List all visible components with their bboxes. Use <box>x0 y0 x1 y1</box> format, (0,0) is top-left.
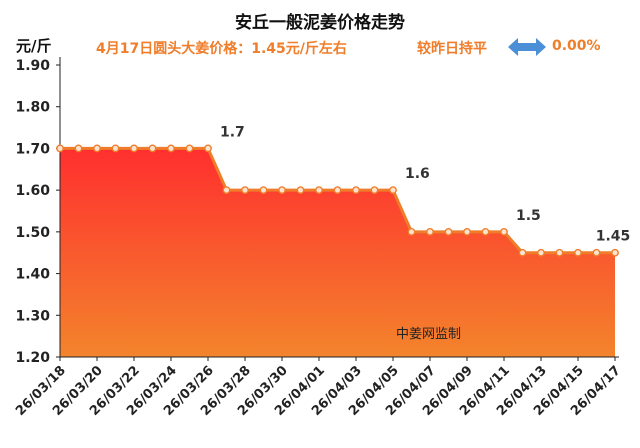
change-percent: 0.00% <box>552 38 601 54</box>
y-tick-label: 1.60 <box>15 183 50 199</box>
data-point <box>204 144 212 153</box>
y-tick-label: 1.90 <box>15 58 50 74</box>
chart-title: 安丘一般泥姜价格走势 <box>235 13 405 33</box>
data-point <box>333 186 342 195</box>
data-point <box>518 248 527 257</box>
data-point <box>463 227 471 236</box>
y-tick-label: 1.20 <box>15 350 50 366</box>
data-point <box>611 248 619 257</box>
data-point <box>352 186 360 195</box>
data-point <box>555 248 564 257</box>
y-tick-label: 1.40 <box>15 267 50 283</box>
data-point <box>56 144 64 153</box>
data-point <box>241 186 249 195</box>
data-point <box>278 186 286 195</box>
data-point <box>111 144 120 153</box>
data-point <box>370 186 379 195</box>
data-label: 1.7 <box>220 124 245 140</box>
data-point <box>389 186 397 195</box>
data-point <box>407 227 416 236</box>
data-point <box>74 144 83 153</box>
data-point <box>167 144 175 153</box>
y-tick-label: 1.80 <box>15 100 50 116</box>
data-point <box>537 248 545 257</box>
y-tick-label: 1.70 <box>15 141 50 157</box>
data-point <box>296 186 305 195</box>
price-subtitle: 4月17日圆头大姜价格：1.45元/斤左右 <box>96 41 347 57</box>
watermark: 中姜网监制 <box>396 327 462 342</box>
data-label: 1.45 <box>596 229 631 245</box>
data-point <box>481 227 490 236</box>
y-tick-label: 1.50 <box>15 225 50 241</box>
data-point <box>426 227 434 236</box>
data-label: 1.6 <box>405 166 430 182</box>
price-area <box>60 148 615 357</box>
y-tick-label: 1.30 <box>15 308 50 324</box>
data-point <box>93 144 101 153</box>
y-unit-label: 元/斤 <box>16 37 52 55</box>
compare-label: 较昨日持平 <box>417 41 487 57</box>
data-point <box>185 144 194 153</box>
data-point <box>148 144 157 153</box>
data-point <box>259 186 268 195</box>
data-point <box>130 144 138 153</box>
data-point <box>444 227 453 236</box>
data-point <box>315 186 323 195</box>
data-label: 1.5 <box>516 208 541 224</box>
data-point <box>574 248 582 257</box>
data-point <box>592 248 601 257</box>
data-point <box>222 186 231 195</box>
data-point <box>500 227 508 236</box>
double-arrow-icon <box>508 38 546 56</box>
